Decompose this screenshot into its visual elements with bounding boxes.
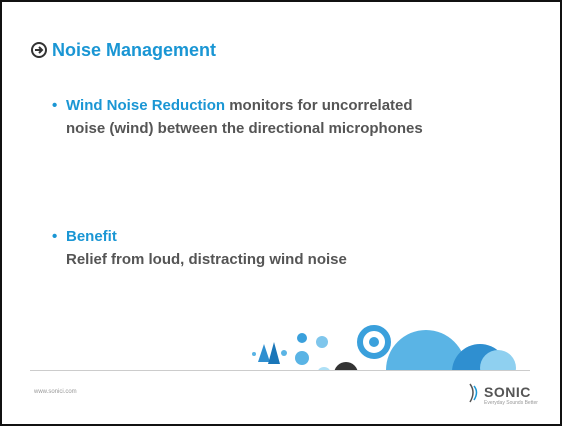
logo: SONIC [484, 384, 531, 400]
tagline: Everyday Sounds Better [484, 400, 538, 406]
footer-url: www.sonici.com [34, 389, 77, 395]
logo-mark [466, 382, 480, 404]
slide: Noise Management • Wind Noise Reduction … [0, 0, 562, 426]
footer-rule [30, 370, 530, 371]
decoration [2, 2, 560, 424]
